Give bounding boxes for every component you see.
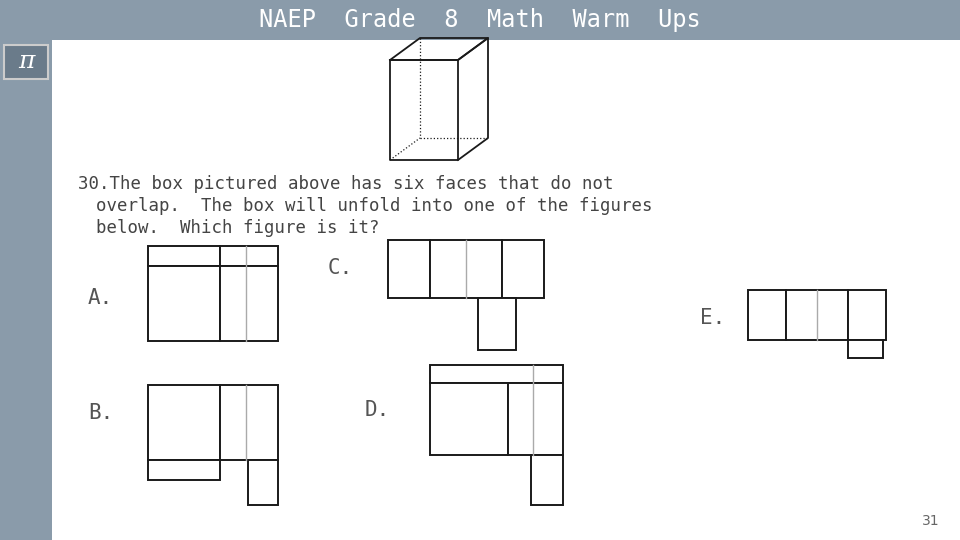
Bar [478,298,516,350]
Bar [4,45,48,79]
Text: below.  Which figure is it?: below. Which figure is it? [96,219,379,237]
Bar [430,383,508,455]
Text: E.: E. [700,308,725,328]
Text: π: π [18,51,35,73]
Text: NAEP  Grade  8  Math  Warm  Ups: NAEP Grade 8 Math Warm Ups [259,8,701,32]
Bar [502,240,544,298]
Bar [220,266,278,341]
Bar [786,290,848,340]
Bar [148,266,220,341]
Text: 31: 31 [923,514,940,528]
Bar [220,385,278,460]
Bar [148,385,220,460]
Bar [430,365,563,383]
Text: D.: D. [365,400,391,420]
Bar [0,0,960,40]
Bar [531,455,563,505]
Text: 30.The box pictured above has six faces that do not: 30.The box pictured above has six faces … [78,175,613,193]
Bar [508,383,563,455]
Bar [388,240,430,298]
Bar [848,340,883,358]
Bar [148,460,220,480]
Bar [248,460,278,505]
Bar [0,40,52,540]
Text: C.: C. [328,258,353,278]
Bar [748,290,786,340]
Text: A.: A. [88,288,113,308]
Bar [848,290,886,340]
Text: B.: B. [88,403,113,423]
Bar [430,240,502,298]
Text: overlap.  The box will unfold into one of the figures: overlap. The box will unfold into one of… [96,197,653,215]
Bar [220,246,278,266]
Bar [148,246,220,266]
